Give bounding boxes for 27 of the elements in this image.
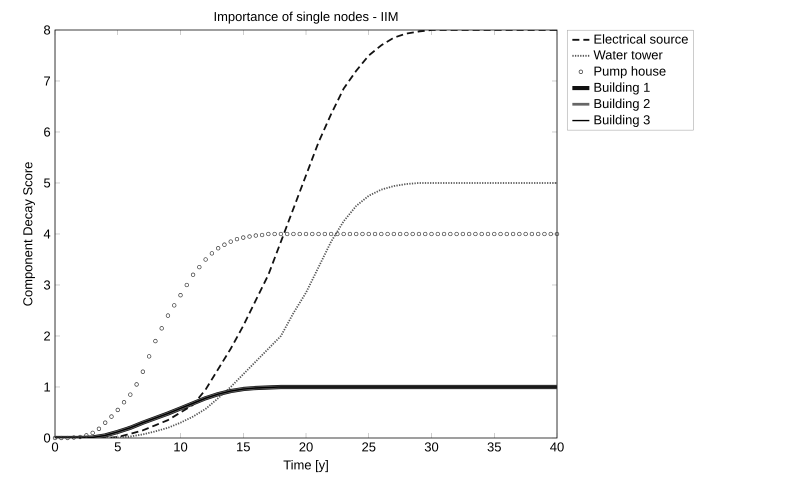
x-axis-title: Time [y] — [284, 460, 328, 472]
x-tick-label: 0 — [52, 442, 58, 452]
legend-label: Building 2 — [594, 98, 650, 111]
y-tick-label: 1 — [44, 382, 50, 392]
y-tick-label: 4 — [44, 230, 50, 238]
legend-label: Pump house — [594, 66, 666, 78]
y-tick-label: 7 — [44, 76, 50, 86]
x-tick-label: 5 — [114, 442, 121, 452]
x-tick-label: 40 — [550, 442, 564, 452]
x-tick-label: 30 — [424, 442, 438, 452]
y-tick-label: 2 — [44, 331, 50, 341]
y-tick-label: 6 — [44, 127, 50, 137]
y-tick-label: 8 — [44, 25, 50, 35]
x-tick-label: 20 — [299, 442, 313, 452]
chart-title: Importance of single nodes - IIM — [214, 12, 398, 24]
y-tick-label: 3 — [44, 280, 50, 290]
legend-label: Electrical source — [594, 34, 688, 44]
x-tick-label: 10 — [174, 442, 188, 452]
x-tick-label: 35 — [488, 442, 501, 452]
x-tick-label: 25 — [362, 442, 376, 452]
y-tick-label: 0 — [44, 433, 50, 443]
legend-label: Building 3 — [594, 114, 650, 127]
x-tick-label: 15 — [237, 442, 250, 452]
y-axis-title: Component Decay Score — [23, 162, 35, 306]
legend-label: Building 1 — [594, 82, 650, 94]
y-tick-label: 5 — [44, 178, 50, 188]
legend-label: Water tower — [594, 50, 663, 60]
